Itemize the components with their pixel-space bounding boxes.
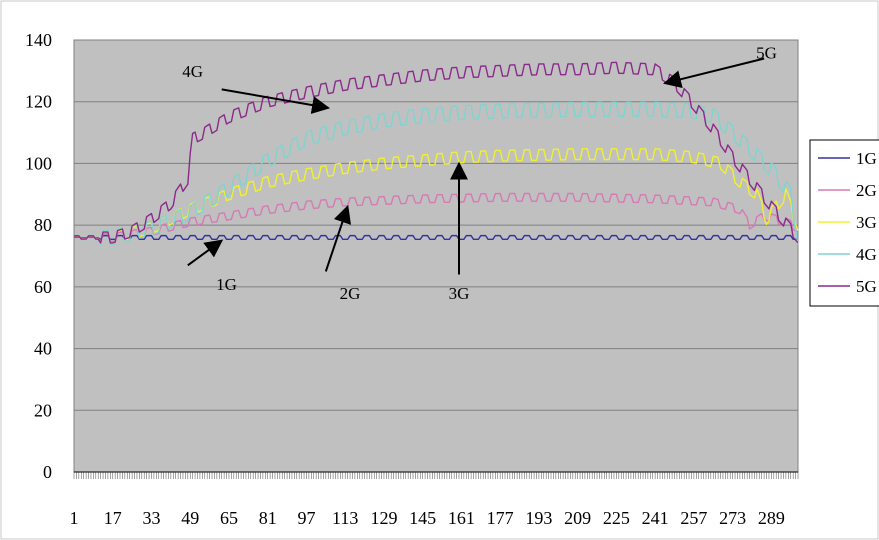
x-tick-label: 145 — [409, 508, 436, 528]
annotation-arrow-5G — [663, 57, 765, 89]
x-tick-label: 65 — [220, 508, 238, 528]
x-tick-label: 161 — [448, 508, 475, 528]
x-tick-label: 17 — [104, 508, 122, 528]
annotation-label-2G: 2G — [340, 284, 361, 303]
x-tick-label: 129 — [370, 508, 397, 528]
legend-label-3G: 3G — [856, 213, 877, 232]
x-tick-label: 33 — [142, 508, 160, 528]
legend-label-1G: 1G — [856, 149, 877, 168]
series-layer — [74, 61, 799, 246]
x-tick-label: 289 — [758, 508, 785, 528]
x-tick-label: 241 — [642, 508, 669, 528]
y-tick-label: 120 — [25, 92, 52, 112]
x-tick-label: 225 — [603, 508, 630, 528]
x-tick-label: 209 — [564, 508, 591, 528]
annotations: 4G 5G 1G 2G 3G — [182, 43, 777, 303]
series-line-5G — [74, 61, 799, 244]
x-tick-label: 257 — [680, 508, 707, 528]
series-line-1G — [74, 234, 798, 241]
series-line-2G — [74, 192, 799, 243]
annotation-arrow-2G — [324, 204, 351, 272]
y-tick-label: 40 — [34, 339, 52, 359]
y-tick-label: 140 — [25, 30, 52, 50]
annotation-label-5G: 5G — [756, 43, 777, 62]
x-axis-minor-ticks — [73, 472, 799, 479]
x-minor-ticks — [73, 471, 799, 479]
x-tick-label: 113 — [332, 508, 358, 528]
annotation-arrow-1G — [187, 239, 224, 267]
legend: 1G 2G 3G 4G 5G — [809, 139, 879, 307]
x-tick-label: 273 — [719, 508, 746, 528]
x-tick-label: 97 — [297, 508, 315, 528]
legend-label-5G: 5G — [856, 277, 877, 296]
y-tick-labels: 0 20 40 60 80 100 120 140 — [25, 30, 52, 482]
x-tick-label: 1 — [70, 508, 79, 528]
x-tick-labels: 1 17 33 49 65 81 97 113 129 145 161 177 193 209 225 241… — [70, 508, 785, 528]
x-tick-label: 193 — [525, 508, 552, 528]
legend-label-2G: 2G — [856, 181, 877, 200]
legend-box — [809, 139, 879, 307]
x-tick-label: 81 — [259, 508, 277, 528]
y-tick-label: 100 — [25, 153, 52, 173]
grid-lines — [74, 39, 798, 473]
annotation-label-3G: 3G — [449, 284, 470, 303]
series-line-4G — [74, 101, 799, 246]
y-tick-label: 20 — [34, 400, 52, 420]
annotation-arrow-4G — [221, 88, 331, 114]
x-tick-label: 177 — [487, 508, 514, 528]
y-tick-label: 60 — [34, 277, 52, 297]
legend-label-4G: 4G — [856, 245, 877, 264]
x-tick-label: 49 — [181, 508, 199, 528]
y-tick-label: 0 — [43, 462, 52, 482]
y-tick-label: 80 — [34, 215, 52, 235]
annotation-label-4G: 4G — [182, 62, 203, 81]
annotation-label-1G: 1G — [216, 275, 237, 294]
